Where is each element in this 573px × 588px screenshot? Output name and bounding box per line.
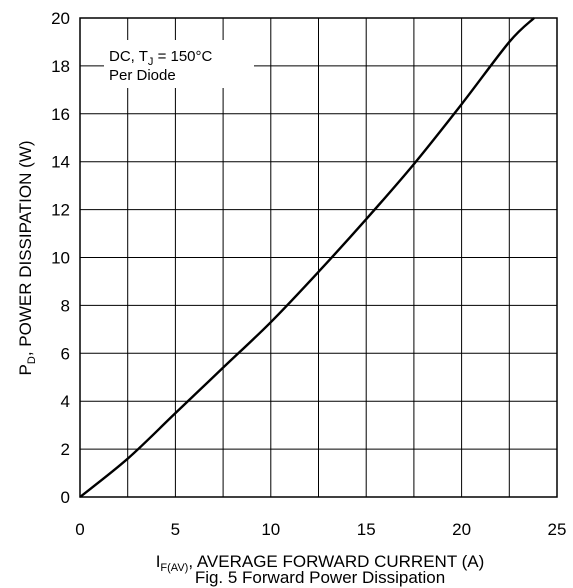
y-tick-label: 2 bbox=[61, 440, 70, 459]
y-tick-label: 20 bbox=[51, 9, 70, 28]
x-tick-label: 10 bbox=[261, 520, 280, 539]
y-tick-label: 6 bbox=[61, 344, 70, 363]
annotation-line-1: DC, TJ = 150°C bbox=[109, 48, 213, 68]
annotation-box: DC, TJ = 150°C Per Diode bbox=[104, 40, 254, 88]
y-tick-label: 18 bbox=[51, 57, 70, 76]
y-tick-label: 10 bbox=[51, 249, 70, 268]
power-dissipation-curve bbox=[79, 17, 535, 498]
y-tick-label: 8 bbox=[61, 296, 70, 315]
y-tick-label: 4 bbox=[61, 392, 70, 411]
y-tick-label: 0 bbox=[61, 488, 70, 507]
grid bbox=[79, 17, 558, 498]
figure-caption: Fig. 5 Forward Power Dissipation bbox=[195, 568, 445, 587]
y-tick-label: 14 bbox=[51, 153, 70, 172]
y-tick-label: 16 bbox=[51, 105, 70, 124]
series-layer bbox=[79, 17, 535, 498]
y-tick-labels: 0 2 4 6 8 10 12 14 16 18 20 bbox=[51, 9, 70, 507]
x-tick-label: 15 bbox=[357, 520, 376, 539]
plot-frame bbox=[79, 17, 558, 498]
x-tick-labels: 0 5 10 15 20 25 bbox=[75, 520, 566, 539]
x-tick-label: 5 bbox=[171, 520, 180, 539]
y-axis-label: PD, POWER DISSIPATION (W) bbox=[16, 141, 38, 376]
annotation-line-2: Per Diode bbox=[109, 67, 176, 84]
x-axis-label: IF(AV), AVERAGE FORWARD CURRENT (A) bbox=[156, 552, 485, 574]
y-tick-label: 12 bbox=[51, 201, 70, 220]
x-tick-label: 0 bbox=[75, 520, 84, 539]
x-tick-label: 25 bbox=[548, 520, 567, 539]
x-tick-label: 20 bbox=[452, 520, 471, 539]
